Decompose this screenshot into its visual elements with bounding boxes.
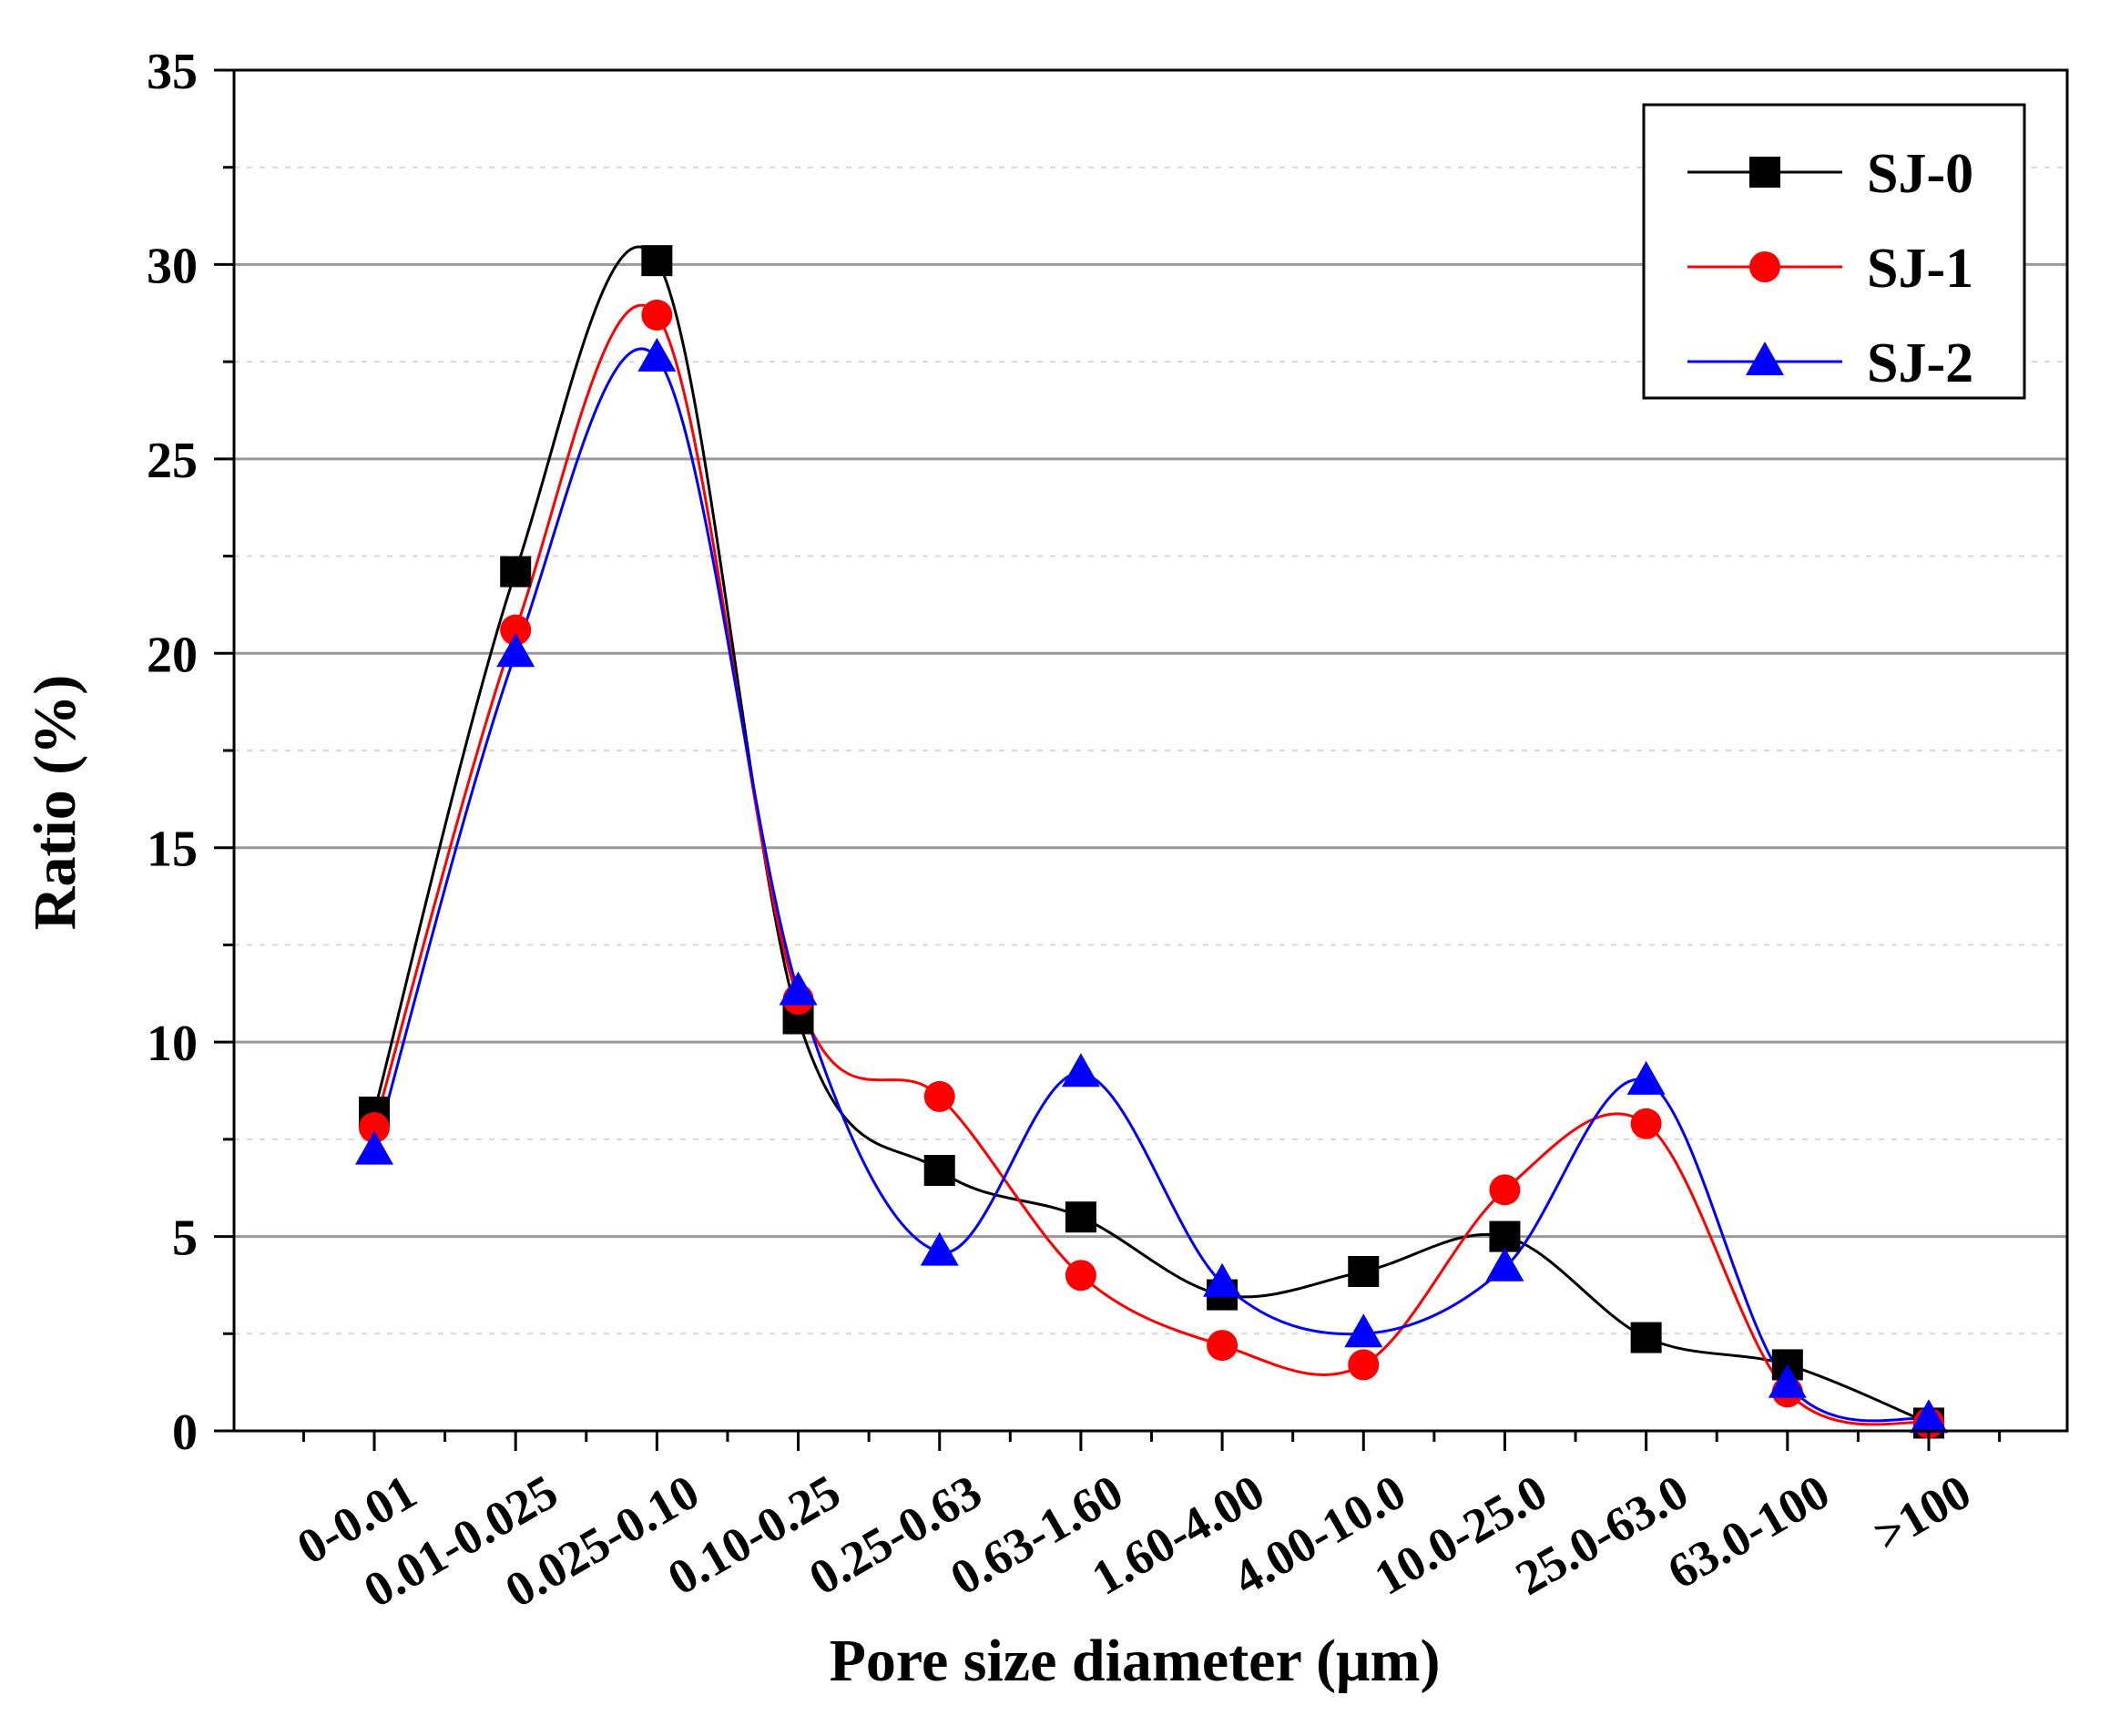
series-line-sj-1: [372, 303, 1930, 1426]
data-point-triangle: [1061, 1053, 1100, 1088]
data-point-circle: [923, 1080, 955, 1112]
data-point-triangle: [920, 1231, 959, 1266]
legend-box: [1642, 103, 2026, 400]
y-axis-title: Ratio (%): [22, 675, 88, 930]
data-point-square: [1489, 1220, 1521, 1252]
y-tick-label: 15: [147, 822, 198, 878]
data-point-triangle: [1344, 1313, 1383, 1348]
data-point-circle: [500, 614, 532, 646]
data-point-circle: [359, 1112, 390, 1144]
data-point-circle: [1749, 251, 1780, 282]
grid-lines: [234, 166, 2067, 1335]
x-tick-label: >100: [1864, 1464, 1980, 1562]
data-point-square: [500, 556, 532, 587]
data-point-triangle: [1910, 1399, 1948, 1434]
data-point-square: [1348, 1255, 1380, 1287]
data-point-triangle: [1485, 1247, 1524, 1282]
legend: SJ-0 SJ-1 SJ-2: [1642, 103, 2026, 400]
y-tick-label: 35: [147, 44, 198, 100]
data-point-square: [1630, 1322, 1662, 1353]
y-tick-label: 25: [147, 433, 198, 489]
data-point-triangle: [1768, 1363, 1807, 1398]
data-point-triangle: [1626, 1060, 1666, 1095]
data-point-triangle: [355, 1130, 393, 1165]
data-point-triangle: [1746, 342, 1784, 375]
data-point-circle: [1207, 1330, 1238, 1362]
series-curves: [372, 245, 1930, 1426]
series-line-sj-0: [372, 245, 1930, 1425]
x-axis-title: Pore size diameter (μm): [830, 1628, 1441, 1694]
series-markers: [355, 245, 1948, 1439]
y-tick-label: 5: [172, 1210, 198, 1267]
data-point-square: [923, 1155, 955, 1187]
x-tick-label: 63.0-100: [1658, 1464, 1839, 1599]
data-point-square: [1065, 1201, 1096, 1233]
y-tick-label: 30: [147, 238, 198, 294]
data-point-circle: [1630, 1108, 1662, 1139]
y-tick-label: 0: [172, 1404, 198, 1461]
data-point-square: [1749, 157, 1780, 188]
data-point-circle: [641, 299, 673, 331]
data-point-triangle: [496, 633, 535, 668]
legend-label: SJ-1: [1867, 238, 1973, 300]
y-tick-label: 10: [147, 1016, 198, 1072]
legend-label: SJ-0: [1867, 143, 1973, 205]
data-point-triangle: [779, 971, 818, 1006]
y-tick-label: 20: [147, 627, 198, 683]
data-point-triangle: [1203, 1262, 1242, 1297]
data-point-square: [641, 245, 673, 277]
data-point-circle: [1489, 1174, 1521, 1206]
data-point-circle: [1348, 1349, 1380, 1381]
data-point-triangle: [637, 337, 677, 372]
data-point-circle: [1065, 1260, 1096, 1292]
legend-label: SJ-2: [1867, 332, 1973, 394]
